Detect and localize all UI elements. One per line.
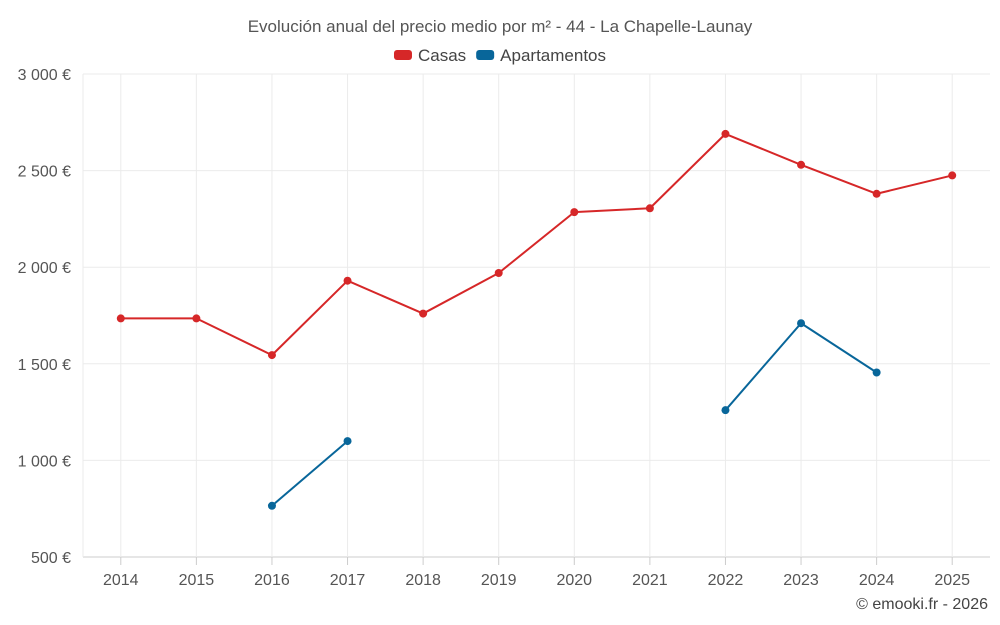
data-point[interactable] [494,268,503,277]
x-tick-label: 2014 [103,572,139,589]
series-line [120,132,953,357]
grid [83,73,990,558]
data-point[interactable] [267,501,276,510]
data-point[interactable] [948,171,957,180]
data-point[interactable] [267,351,276,360]
data-point[interactable] [645,204,654,213]
x-tick-label: 2024 [859,572,895,589]
series-apartamentos [267,319,881,510]
legend-item-casas[interactable]: Casas [393,46,466,65]
x-tick-label: 2025 [934,572,970,589]
data-point[interactable] [116,314,125,323]
x-tick-label: 2023 [783,572,819,589]
x-tick-label: 2022 [708,572,744,589]
credit-text: © emooki.fr - 2026 [856,596,988,613]
data-point[interactable] [419,309,428,318]
series-line [271,440,349,507]
x-tick-label: 2020 [556,572,592,589]
legend-swatch [476,50,495,60]
y-tick-label: 1 500 € [18,357,71,374]
axes: 500 € 1 000 € 1 500 € 2 000 € 2 500 € 3 000 €… [18,67,970,589]
x-tick-label: 2019 [481,572,517,589]
data-point[interactable] [343,276,352,285]
data-point[interactable] [797,160,806,169]
y-tick-label: 500 € [31,550,71,567]
legend-label: Apartamentos [500,46,606,65]
y-tick-label: 1 000 € [18,453,71,470]
data-point[interactable] [343,437,352,446]
data-point[interactable] [872,368,881,377]
chart-title: Evolución anual del precio medio por m² … [248,17,753,36]
data-point[interactable] [570,208,579,217]
data-point[interactable] [721,406,730,415]
legend-swatch [393,50,412,60]
x-tick-label: 2015 [179,572,215,589]
legend: Casas Apartamentos [393,46,606,65]
x-tick-label: 2016 [254,572,290,589]
y-tick-label: 3 000 € [18,67,71,84]
y-tick-label: 2 500 € [18,164,71,181]
y-tick-label: 2 000 € [18,260,71,277]
data-point[interactable] [192,314,201,323]
data-point[interactable] [721,129,730,138]
data-point[interactable] [872,189,881,198]
legend-label: Casas [418,46,466,65]
x-tick-label: 2018 [405,572,441,589]
legend-item-apartamentos[interactable]: Apartamentos [476,46,606,65]
series-casas [116,129,957,360]
data-point[interactable] [797,319,806,328]
x-tick-label: 2021 [632,572,668,589]
x-tick-label: 2017 [330,572,366,589]
series-layer [116,129,957,510]
